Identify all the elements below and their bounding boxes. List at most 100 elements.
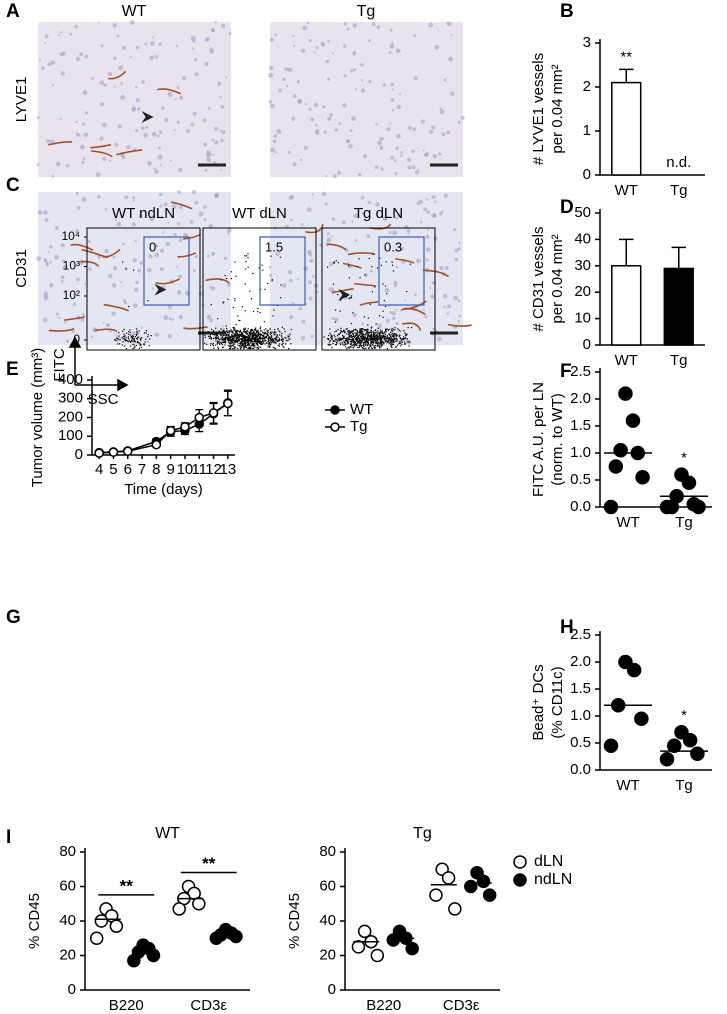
event-dot (376, 301, 378, 303)
event-dot (349, 345, 351, 348)
cell (306, 207, 312, 213)
event-dot (137, 342, 139, 344)
event-dot (287, 339, 289, 342)
event-dot (377, 336, 379, 338)
event-dot (373, 342, 375, 344)
event-dot (384, 339, 386, 341)
event-dot (395, 337, 397, 339)
cell (60, 243, 65, 248)
event-dot (125, 347, 128, 350)
cell (227, 232, 230, 235)
event-dot (371, 338, 374, 341)
cell (75, 120, 78, 124)
cell (375, 202, 380, 207)
point (123, 446, 133, 456)
event-dot (226, 333, 228, 335)
event-dot (143, 344, 145, 346)
event-dot (254, 337, 257, 339)
point (194, 412, 204, 423)
cell (384, 287, 390, 293)
cell (132, 196, 135, 200)
event-dot (227, 334, 230, 336)
event-dot (343, 335, 345, 337)
event-dot (128, 331, 130, 333)
event-dot (235, 275, 237, 277)
event-dot (370, 331, 372, 334)
event-dot (115, 337, 118, 339)
tissue (38, 22, 231, 177)
x-tick-label: 5 (109, 461, 117, 478)
cell (51, 83, 55, 87)
event-dot (253, 334, 256, 336)
cell (395, 308, 398, 312)
event-dot (379, 335, 381, 337)
cell (311, 193, 314, 196)
event-dot (248, 347, 250, 349)
event-dot (243, 328, 245, 330)
event-dot (367, 343, 369, 346)
event-dot (362, 336, 364, 338)
event-dot (266, 330, 268, 332)
event-dot (244, 255, 246, 257)
event-dot (373, 253, 375, 255)
event-dot (380, 337, 382, 339)
event-dot (375, 344, 377, 347)
cell (60, 71, 65, 76)
event-dot (363, 344, 365, 346)
event-dot (255, 336, 257, 338)
event-dot (330, 344, 332, 346)
event-dot (289, 333, 291, 335)
cell (361, 322, 365, 326)
event-dot (351, 338, 353, 341)
cell (159, 248, 165, 253)
event-dot (353, 338, 355, 340)
cell (330, 235, 333, 238)
cell (90, 335, 94, 339)
gate (378, 236, 425, 306)
cell (134, 86, 138, 89)
event-dot (225, 334, 228, 336)
cell (352, 68, 356, 72)
event-dot (363, 337, 366, 339)
event-dot (368, 332, 371, 334)
event-dot (388, 342, 390, 344)
event-dot (365, 332, 368, 334)
event-dot (341, 338, 343, 340)
event-dot (392, 339, 395, 341)
point (618, 654, 633, 670)
event-dot (372, 253, 374, 255)
event-dot (352, 339, 354, 341)
event-dot (131, 340, 133, 342)
cell (351, 116, 356, 121)
event-dot (393, 337, 396, 339)
event-dot (352, 330, 354, 332)
event-dot (386, 337, 389, 339)
y-tick-label: 0.5 (570, 734, 591, 751)
event-dot (239, 338, 241, 340)
event-dot (252, 343, 254, 345)
event-dot (242, 335, 244, 337)
event-dot (374, 338, 376, 340)
event-dot (233, 334, 235, 336)
event-dot (252, 272, 254, 275)
event-dot (259, 337, 261, 339)
cell (194, 200, 199, 205)
event-dot (285, 337, 287, 339)
vessel (157, 88, 182, 95)
cell (81, 197, 87, 202)
flow-axis-arrow (68, 336, 129, 392)
legend-marker (330, 422, 340, 432)
cell (413, 34, 417, 38)
event-dot (232, 335, 234, 337)
event-dot (249, 333, 252, 336)
event-dot (383, 332, 385, 334)
event-dot (236, 347, 239, 349)
event-dot (242, 336, 244, 338)
event-dot (228, 345, 231, 347)
event-dot (363, 336, 365, 338)
event-dot (375, 323, 377, 325)
event-dot (365, 333, 367, 335)
event-dot (372, 339, 374, 341)
